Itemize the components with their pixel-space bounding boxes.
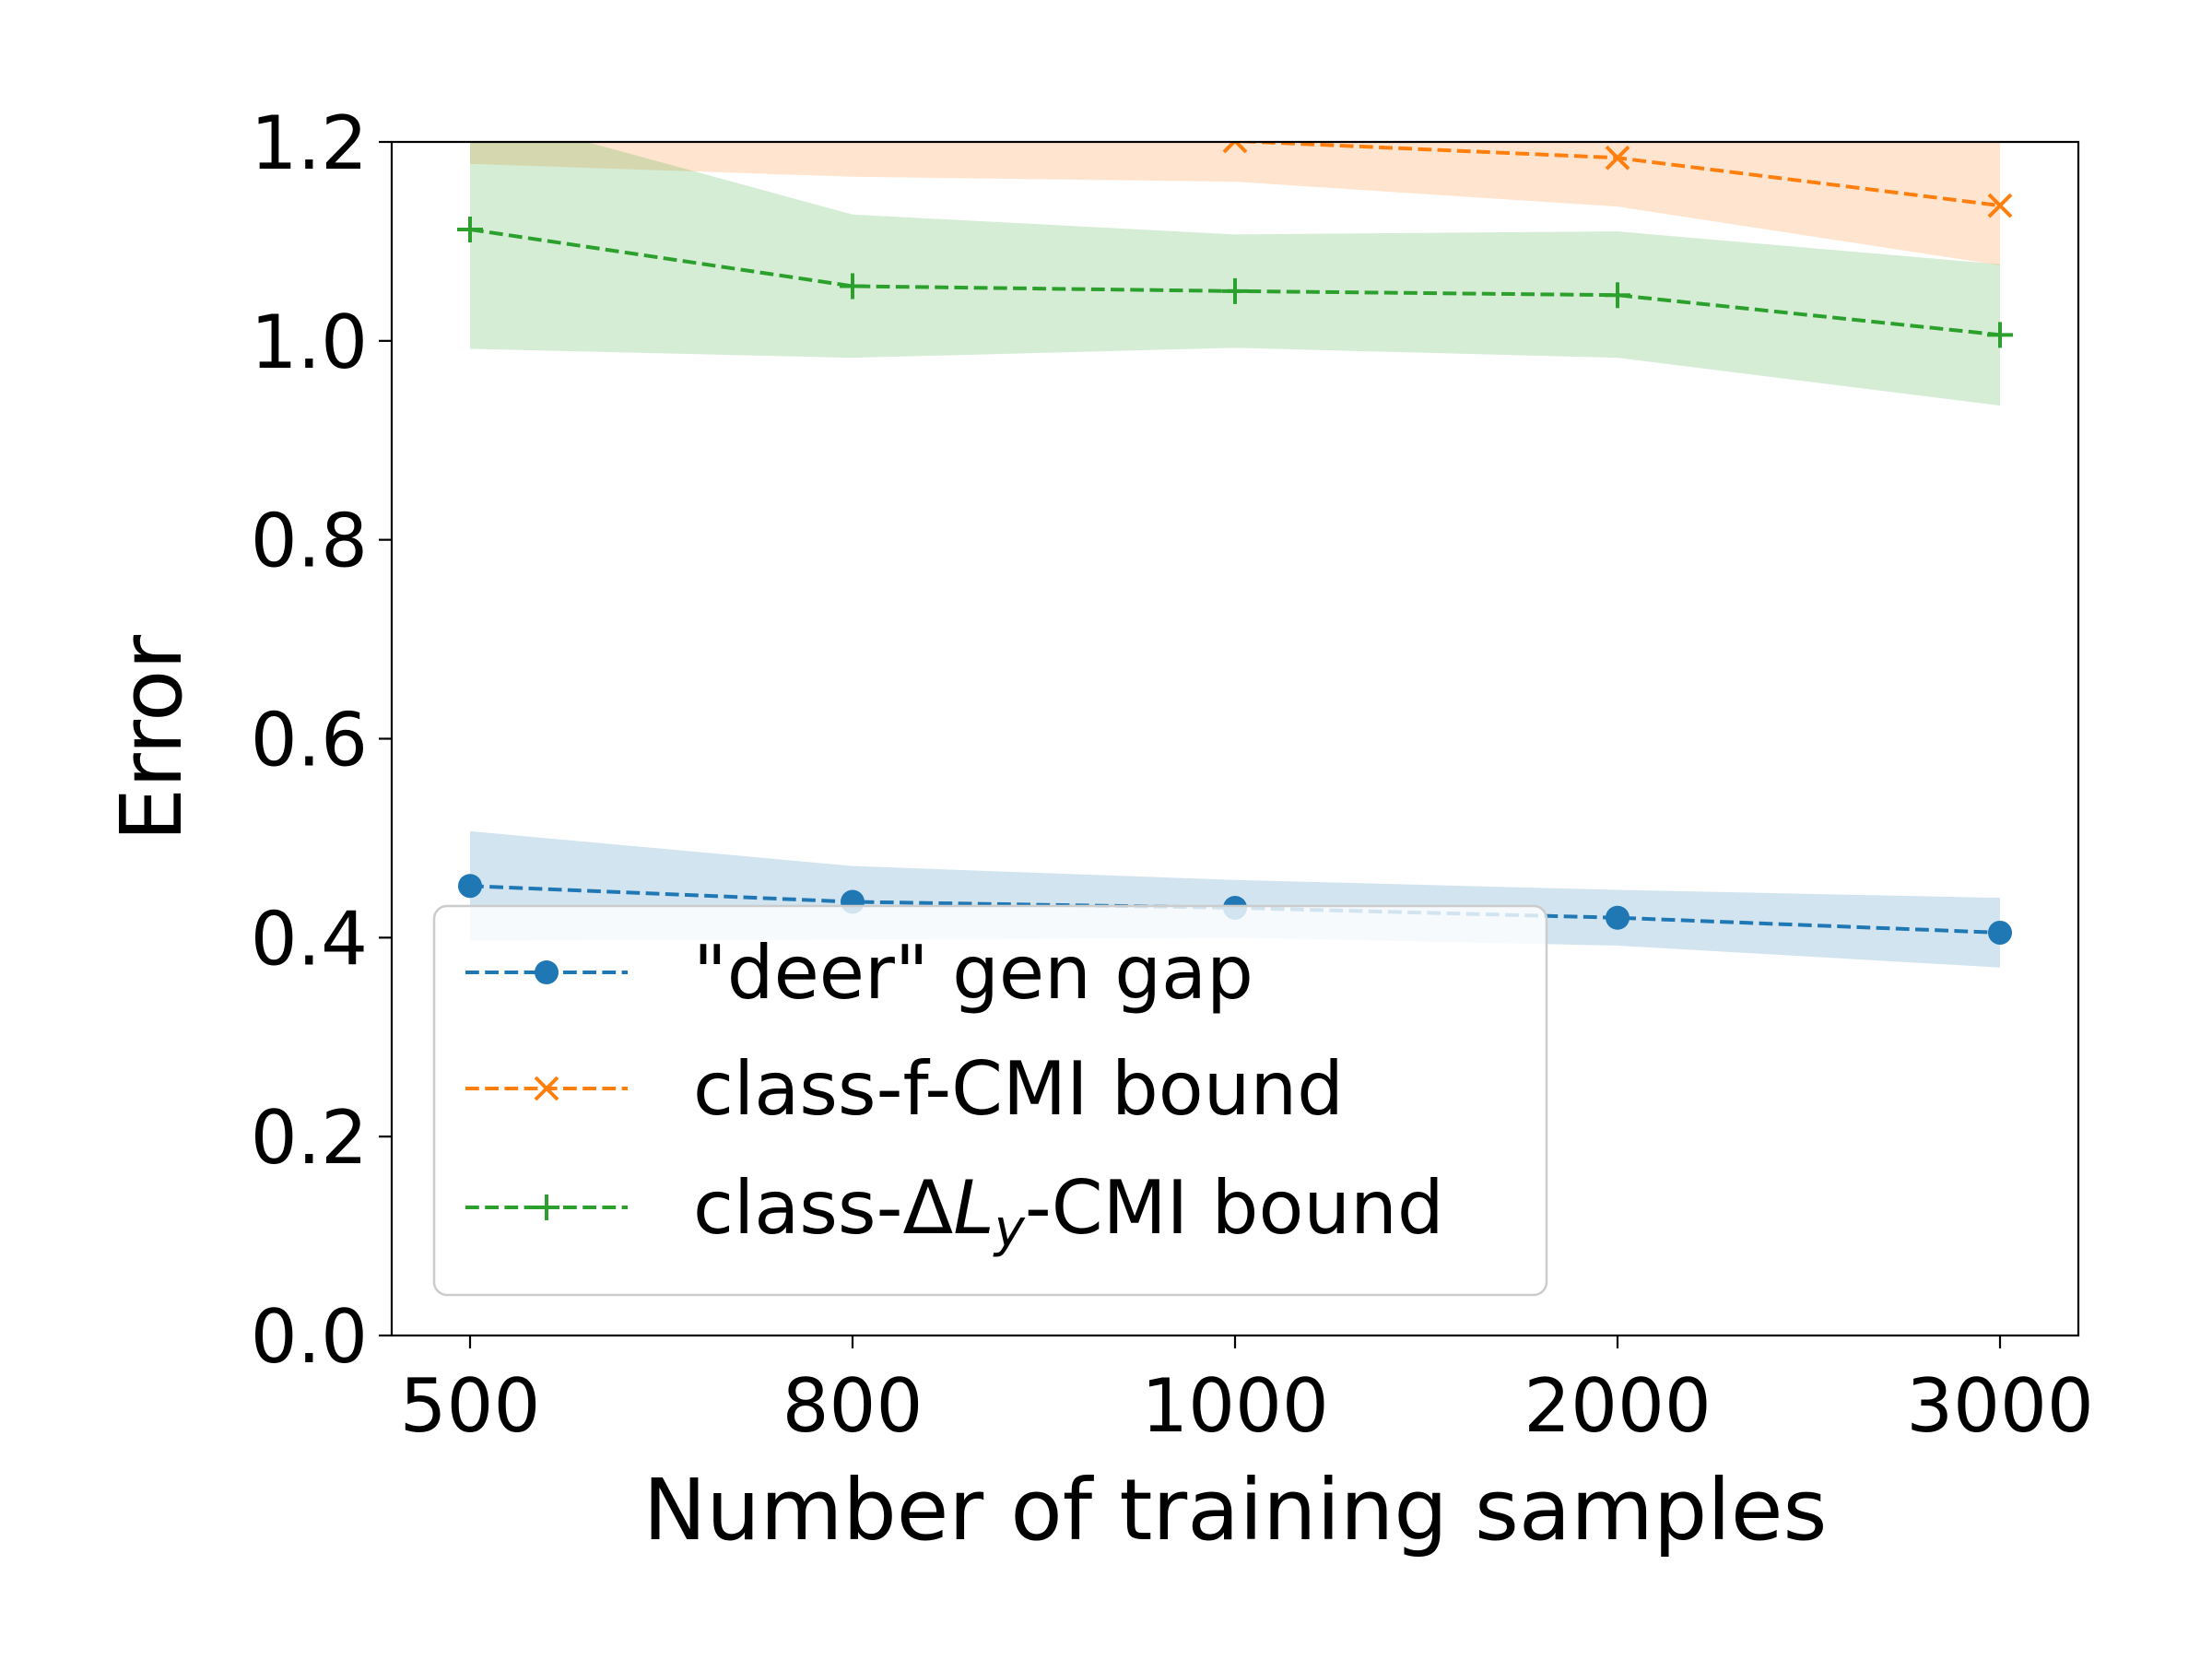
y-tick-label: 0.8 xyxy=(251,499,368,584)
x-tick-label: 500 xyxy=(400,1363,541,1449)
legend-entry-f-cmi: class-f-CMI bound xyxy=(465,1046,1344,1132)
point-series-0 xyxy=(1988,920,2012,945)
point-series-2 xyxy=(840,273,865,300)
x-tick-label: 800 xyxy=(782,1363,924,1449)
point-series-2 xyxy=(1222,277,1248,304)
y-tick-label: 0.4 xyxy=(251,896,368,982)
y-tick-label: 0.2 xyxy=(251,1095,368,1181)
point-series-2 xyxy=(1987,322,2013,348)
x-tick-label: 3000 xyxy=(1906,1363,2094,1449)
legend-box xyxy=(432,904,1548,1297)
y-tick-label: 0.0 xyxy=(251,1294,368,1380)
point-series-1 xyxy=(841,81,864,103)
band-series-2 xyxy=(470,142,2000,406)
x-tick-label: 2000 xyxy=(1524,1363,1712,1449)
point-series-1 xyxy=(1987,193,2013,218)
legend-label-f-cmi: class-f-CMI bound xyxy=(693,1046,1344,1132)
x-axis: 500 800 1000 2000 3000 xyxy=(400,1335,2094,1449)
y-axis: 0.0 0.2 0.4 0.6 0.8 1.0 1.2 xyxy=(251,100,392,1380)
y-tick-label: 0.6 xyxy=(251,698,368,783)
legend-marker-x xyxy=(534,1076,559,1101)
y-axis-label: Error xyxy=(102,635,201,841)
x-tick-label: 1000 xyxy=(1141,1363,1329,1449)
point-series-2 xyxy=(1605,282,1630,309)
point-series-0 xyxy=(458,874,482,899)
confidence-bands xyxy=(470,142,2000,968)
legend-label-gen-gap: "deer" gen gap xyxy=(693,930,1253,1016)
x-axis-label: Number of training samples xyxy=(643,1461,1828,1559)
legend: "deer" gen gap class-f-CMI bound class-Δ… xyxy=(432,904,1548,1297)
point-series-1 xyxy=(1222,142,1248,154)
legend-marker-plus xyxy=(534,1194,559,1220)
band-series-1 xyxy=(470,142,2000,265)
legend-marker-circle xyxy=(535,960,559,984)
point-series-1 xyxy=(1605,145,1630,171)
legend-entry-delta-cmi: class-ΔLy-CMI bound xyxy=(465,1165,1444,1259)
point-series-2 xyxy=(457,216,483,242)
point-series-0 xyxy=(1606,905,1630,930)
series-markers xyxy=(457,12,2013,945)
legend-entry-gen-gap: "deer" gen gap xyxy=(465,930,1253,1016)
point-series-1 xyxy=(459,12,481,34)
y-tick-label: 1.2 xyxy=(251,100,368,186)
y-tick-label: 1.0 xyxy=(251,300,368,385)
legend-label-delta-cmi: class-ΔLy-CMI bound xyxy=(693,1165,1444,1259)
